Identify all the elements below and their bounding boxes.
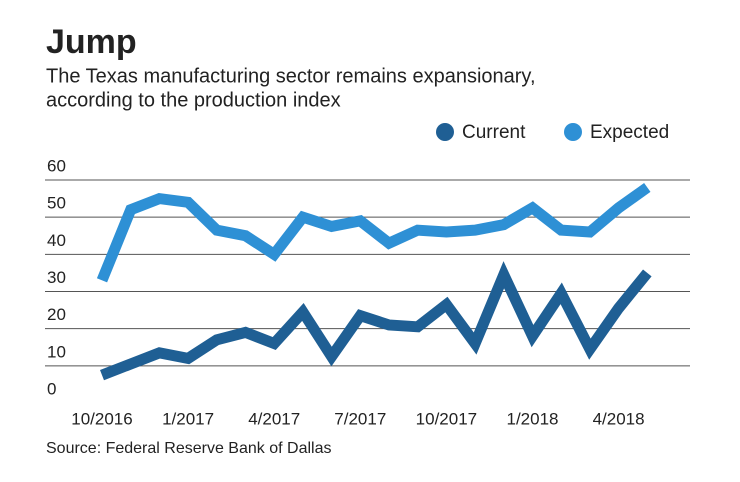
x-tick-label: 7/2017 [334,409,386,428]
chart-title: Jump [46,23,137,61]
y-tick-label: 20 [47,305,66,324]
x-tick-label: 10/2017 [416,409,477,428]
y-tick-label: 0 [47,379,56,398]
x-tick-label: 4/2018 [593,409,645,428]
y-tick-label: 60 [47,156,66,175]
legend-swatch [564,123,582,141]
legend-label: Expected [590,122,669,143]
chart-subtitle: The Texas manufacturing sector remains e… [46,65,536,87]
y-tick-label: 40 [47,231,66,250]
line-series [96,182,651,283]
legend-swatch [436,123,454,141]
x-tick-label: 1/2018 [507,409,559,428]
y-tick-label: 10 [47,342,66,361]
y-tick-label: 30 [47,268,66,287]
y-tick-label: 50 [47,194,66,213]
line-series [100,261,652,381]
x-tick-label: 4/2017 [248,409,300,428]
legend-label: Current [462,122,526,143]
x-tick-label: 1/2017 [162,409,214,428]
chart-subtitle: according to the production index [46,89,341,111]
x-tick-label: 10/2016 [71,409,132,428]
source: Source: Federal Reserve Bank of Dallas [46,440,331,457]
